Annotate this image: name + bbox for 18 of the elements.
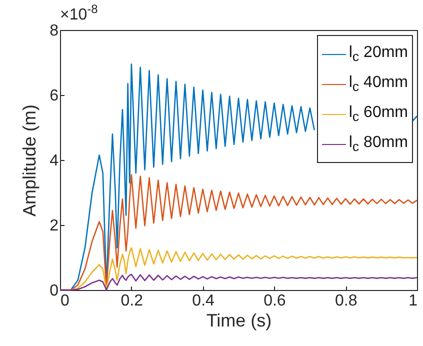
legend-label: l$_{c}$ 20mm: [348, 44, 408, 64]
x-axis-title: Time (s): [206, 310, 272, 330]
x-tick-label: 0.6: [264, 292, 286, 310]
y-tick-label: 8: [50, 22, 59, 40]
legend-label: l$_{c}$ 60mm: [348, 104, 408, 124]
text: ×10$^{-8}$: [60, 2, 98, 24]
x-tick-label: 0.8: [334, 292, 358, 310]
y-tick-label: 2: [50, 218, 59, 234]
x-tick-label: 0.4: [192, 292, 215, 310]
x-tick-label: 0: [60, 292, 70, 310]
y-tick-label: 4: [50, 152, 59, 170]
x-tick-label: 0.2: [120, 292, 144, 310]
y-tick-label: 6: [50, 88, 59, 104]
legend-label: l$_{c}$ 80mm: [348, 134, 408, 154]
x-tick-label: 1: [408, 292, 418, 310]
line-series: [59, 274, 418, 291]
y-axis-title: Amplitude (m): [20, 104, 40, 217]
legend-label: l$_{c}$ 40mm: [348, 74, 408, 94]
